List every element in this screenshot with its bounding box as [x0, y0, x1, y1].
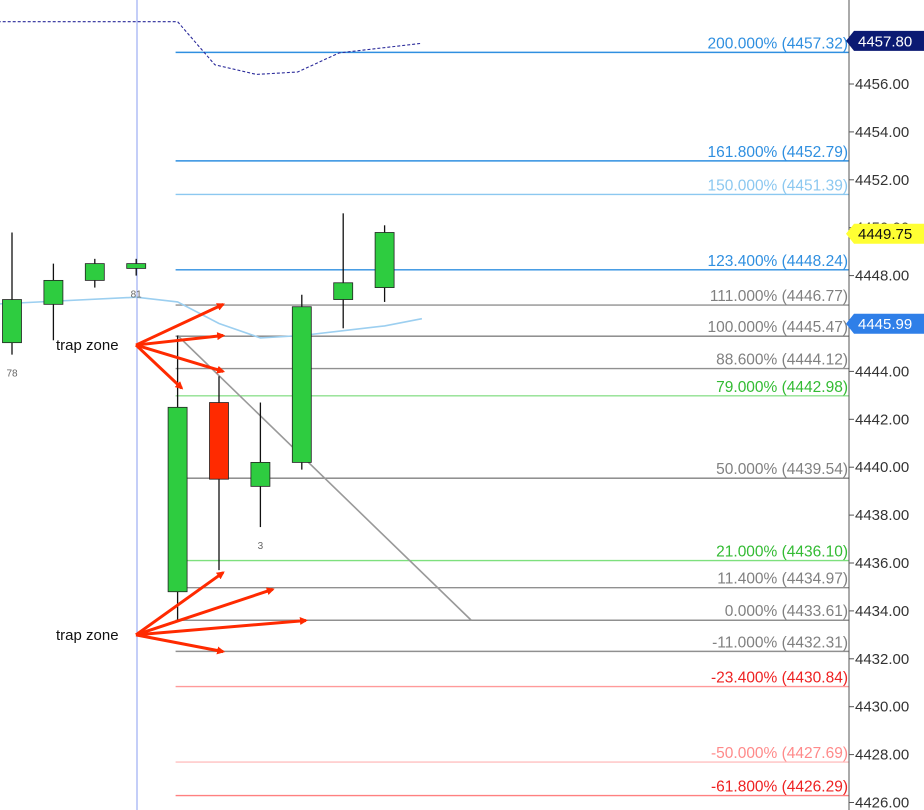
price-axis[interactable]: 4456.004454.004452.004450.004448.004446.… — [848, 0, 909, 810]
candle-body — [291, 306, 312, 463]
price-tick-label: 4448.00 — [855, 268, 909, 285]
price-tag-box — [846, 30, 924, 51]
price-tick-label: 4438.00 — [855, 507, 909, 524]
price-tick-label: 4440.00 — [855, 459, 909, 476]
candle-body — [43, 279, 64, 305]
price-tag-label: 4457.80 — [858, 33, 912, 50]
fib-labels-group: 200.000% (4457.32) 161.800% (4452.79) 150.… — [708, 35, 848, 795]
price-tick-label: 4456.00 — [855, 76, 909, 93]
price-tick-label: 4442.00 — [855, 411, 909, 428]
fib-level-label: 200.000% (4457.32) — [708, 35, 848, 52]
fib-level-label: 123.400% (4448.24) — [708, 253, 848, 270]
price-tags-group: 4457.80 4449.75 4445.99 — [846, 30, 924, 334]
bar-number-label: 81 — [131, 290, 143, 301]
price-tick-label: 4436.00 — [855, 555, 909, 572]
candle-body — [209, 402, 229, 480]
trap-zone-arrow — [135, 633, 226, 655]
candle-body — [84, 263, 105, 281]
candle-body — [126, 263, 147, 269]
annotations-group: trap zone trap zone — [56, 302, 308, 655]
trap-zone-arrow — [135, 587, 275, 637]
fib-level-label: 150.000% (4451.39) — [708, 177, 848, 194]
fib-level-label: -11.000% (4432.31) — [712, 634, 848, 651]
fib-anchor-line — [177, 334, 473, 622]
price-tick-label: 4444.00 — [855, 363, 909, 380]
price-tag-label: 4445.99 — [858, 316, 912, 333]
price-tag-box — [846, 223, 924, 244]
fib-level-label: 161.800% (4452.79) — [708, 144, 848, 161]
fib-level-label: -61.800% (4426.29) — [711, 779, 848, 796]
fib-level-label: 100.000% (4445.47) — [708, 319, 848, 336]
price-tick-label: 4434.00 — [855, 603, 909, 620]
fib-level-label: -50.000% (4427.69) — [711, 745, 848, 762]
price-tick-label: 4430.00 — [855, 699, 909, 716]
trap-zone-label: trap zone — [56, 337, 119, 354]
dashed-average-line — [0, 21, 422, 75]
fib-level-label: 0.000% (4433.61) — [725, 603, 848, 620]
trap-zone-label: trap zone — [56, 627, 119, 644]
fib-level-label: 111.000% (4446.77) — [710, 288, 848, 305]
candle-body — [333, 282, 354, 300]
bar-number-label: 78 — [6, 369, 18, 380]
bar-number-label: 3 — [258, 541, 264, 552]
trap-zone-arrow — [135, 302, 225, 347]
candle-body — [374, 232, 395, 288]
price-tag-box — [846, 313, 924, 334]
price-tick-label: 4432.00 — [855, 651, 909, 668]
candle-body — [2, 299, 22, 344]
fib-level-label: 88.600% (4444.12) — [716, 352, 848, 369]
price-tick-label: 4426.00 — [855, 795, 909, 810]
candles-group — [2, 213, 395, 621]
price-tick-label: 4428.00 — [855, 747, 909, 764]
light-average-line — [0, 296, 423, 339]
trap-zone-arrow — [135, 571, 225, 637]
price-tick-label: 4454.00 — [855, 124, 909, 141]
trap-zone-arrow — [134, 343, 184, 390]
overlay-lines-group — [0, 21, 473, 622]
price-tick-label: 4452.00 — [855, 172, 909, 189]
fib-level-label: 50.000% (4439.54) — [716, 461, 848, 478]
fib-level-label: -23.400% (4430.84) — [711, 670, 848, 687]
trap-zone-arrow — [135, 332, 226, 347]
fib-level-label: 21.000% (4436.10) — [716, 544, 848, 561]
candle-body — [250, 462, 271, 487]
trap-zone-arrow — [135, 616, 308, 637]
candle-body — [167, 406, 188, 593]
fib-level-label: 11.400% (4434.97) — [717, 571, 848, 588]
trap-zone-arrow — [135, 343, 226, 374]
price-tag-label: 4449.75 — [858, 226, 912, 243]
fib-level-label: 79.000% (4442.98) — [716, 379, 848, 396]
fib-lines-group — [175, 51, 849, 797]
bar-numbers-group: 78 81 3 — [6, 290, 263, 552]
